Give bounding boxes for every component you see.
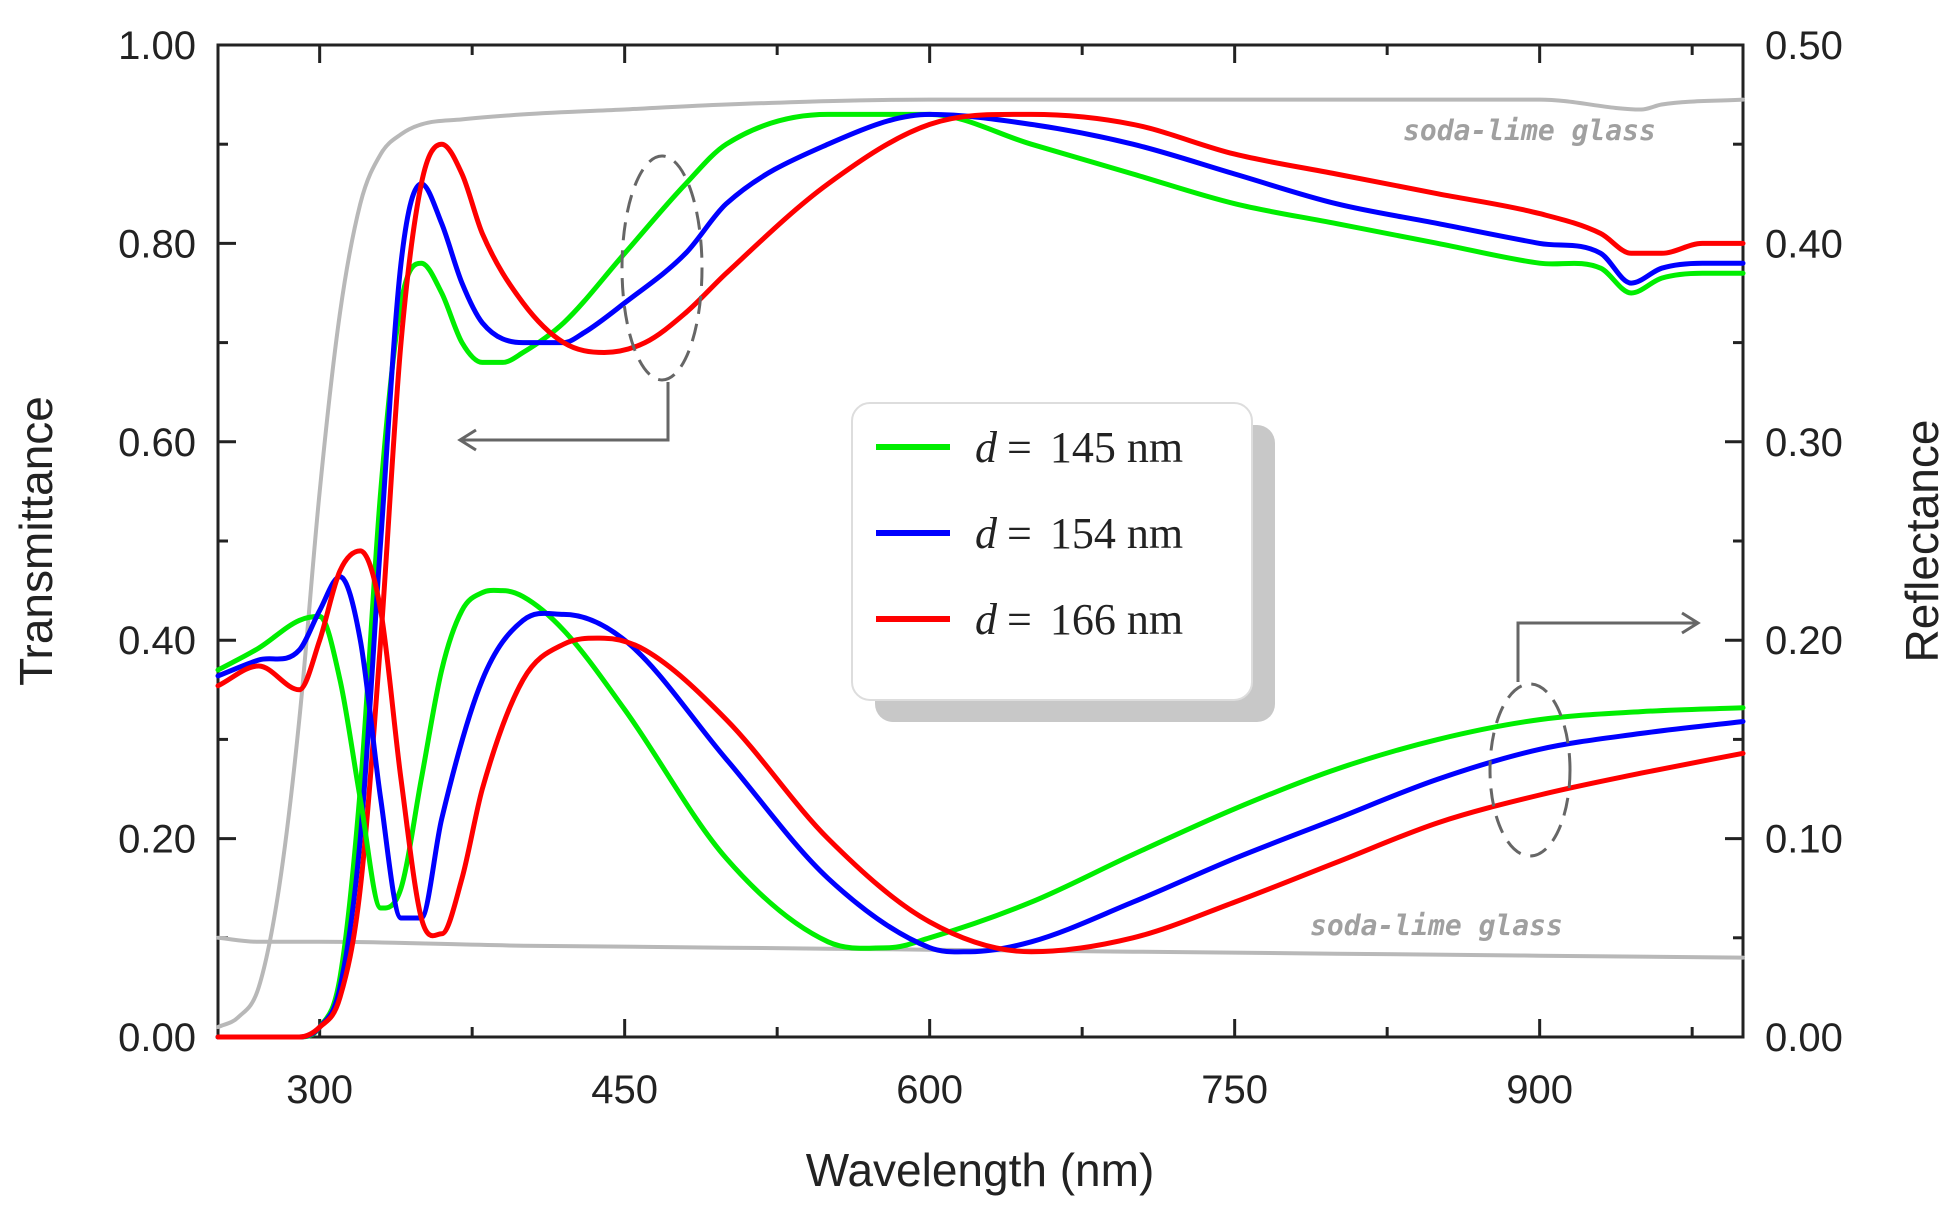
y-tick-label-left: 0.60 <box>118 421 196 465</box>
y-axis-left-ticks: 0.00 0.20 0.40 0.60 0.80 1.00 <box>118 24 236 1060</box>
glass-reflectance-annotation: soda-lime glass <box>1310 909 1563 942</box>
legend: d = 145 nm d = 154 nm d = 166 nm <box>851 402 1275 722</box>
x-tick-label: 450 <box>591 1068 658 1112</box>
series-r-166-nm <box>215 548 1746 955</box>
y-tick-label-left: 0.00 <box>118 1016 196 1060</box>
y-axis-right-ticks: 0.00 0.10 0.20 0.30 0.40 0.50 <box>1725 24 1843 1060</box>
y-tick-label-right: 0.40 <box>1765 222 1843 266</box>
y-tick-label-right: 0.50 <box>1765 24 1843 68</box>
series-t-145-nm <box>215 111 1746 1040</box>
x-axis-ticks: 300 450 600 750 900 <box>286 45 1694 1112</box>
x-tick-label: 900 <box>1506 1068 1573 1112</box>
x-tick-label: 750 <box>1201 1068 1268 1112</box>
reflectance-group-ellipse <box>1488 682 1572 858</box>
glass-transmittance-annotation: soda-lime glass <box>1403 114 1656 147</box>
y-tick-label-right: 0.20 <box>1765 619 1843 663</box>
x-axis-title: Wavelength (nm) <box>806 1144 1155 1196</box>
series-layer <box>215 97 1746 1040</box>
legend-label: d = 154 nm <box>975 509 1183 558</box>
y-tick-label-left: 0.20 <box>118 818 196 862</box>
y-tick-label-left: 0.80 <box>118 222 196 266</box>
y-tick-label-right: 0.30 <box>1765 421 1843 465</box>
x-tick-label: 600 <box>896 1068 963 1112</box>
series-r-154-nm <box>215 574 1746 955</box>
series-r-145-nm <box>215 587 1746 951</box>
legend-box <box>851 402 1253 701</box>
series-t-154-nm <box>215 111 1746 1040</box>
legend-label: d = 166 nm <box>975 595 1183 644</box>
y-tick-label-left: 1.00 <box>118 24 196 68</box>
arrow-to-right-axis-head <box>1681 611 1701 635</box>
legend-label: d = 145 nm <box>975 423 1183 472</box>
arrow-to-right-axis <box>1516 621 1698 682</box>
y-axis-left-title: Transmittance <box>10 396 62 686</box>
series-glass-transmittance <box>216 97 1745 1030</box>
y-tick-label-right: 0.10 <box>1765 818 1843 862</box>
transmittance-group-ellipse <box>620 154 704 382</box>
y-tick-label-left: 0.40 <box>118 619 196 663</box>
arrow-to-left-axis <box>460 382 670 442</box>
arrow-to-left-axis-head <box>457 428 477 452</box>
y-axis-right-title: Reflectance <box>1896 420 1948 663</box>
y-tick-label-right: 0.00 <box>1765 1016 1843 1060</box>
x-tick-label: 300 <box>286 1068 353 1112</box>
